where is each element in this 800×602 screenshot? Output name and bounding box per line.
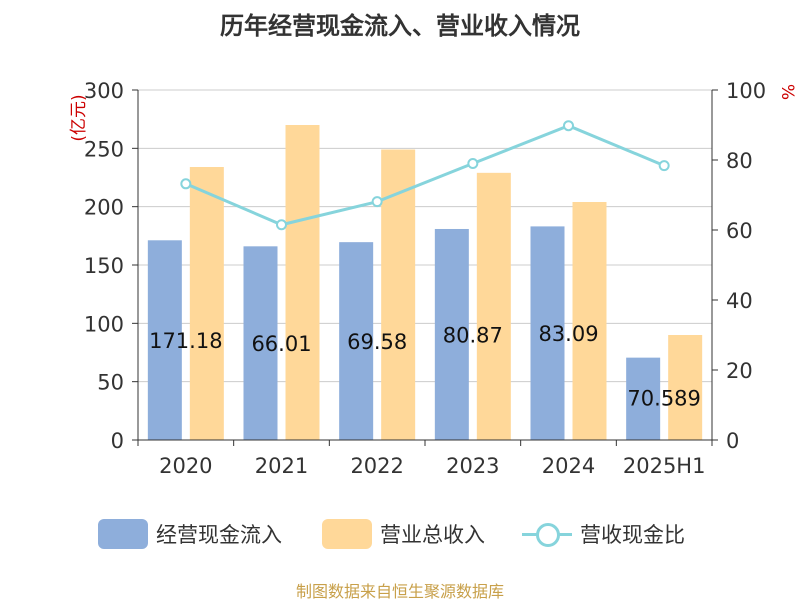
- data-label-cash-inflow: 70.589: [627, 387, 700, 411]
- legend-swatch-ratio: [522, 519, 572, 549]
- bars: [147, 125, 703, 441]
- ratio-point: [371, 196, 383, 208]
- x-tick-label: 2020: [159, 454, 212, 478]
- y-left-tick-label: 0: [111, 429, 124, 453]
- data-label-cash-inflow: 66.01: [251, 332, 311, 356]
- source-note: 制图数据来自恒生聚源数据库: [295, 582, 504, 601]
- ratio-point: [658, 160, 670, 172]
- bar-revenue: [189, 167, 224, 440]
- y-left-tick-label: 50: [97, 371, 124, 395]
- bar-cash-inflow: [626, 357, 661, 440]
- legend-swatch-cash-inflow: [98, 519, 148, 549]
- y-left-unit-label: (亿元): [69, 94, 89, 141]
- y-right-tick-label: 100: [726, 79, 766, 103]
- y-right-tick-label: 80: [726, 149, 753, 173]
- y-right-tick-label: 40: [726, 289, 753, 313]
- ratio-point: [467, 158, 479, 169]
- bar-cash-inflow: [339, 242, 374, 440]
- data-label-cash-inflow: 171.18: [149, 329, 222, 353]
- y-left-tick-label: 100: [84, 312, 124, 336]
- bar-revenue: [572, 202, 607, 440]
- x-tick-label: 2023: [446, 454, 499, 478]
- bar-revenue: [668, 335, 703, 440]
- bar-cash-inflow: [530, 226, 565, 440]
- y-left-tick-label: 300: [84, 79, 124, 103]
- x-tick-label: 2022: [350, 454, 403, 478]
- x-tick-label: 2021: [255, 454, 308, 478]
- grid-lines: [138, 89, 712, 441]
- ratio-point: [180, 178, 192, 190]
- legend: 经营现金流入 营业总收入 营收现金比: [0, 516, 800, 552]
- x-tick-label: 2024: [542, 454, 595, 478]
- y-left-tick-label: 250: [84, 137, 124, 161]
- ratio-point: [563, 120, 574, 132]
- legend-label-cash-inflow: 经营现金流入: [156, 523, 282, 547]
- data-label-cash-inflow: 80.87: [443, 323, 503, 347]
- y-right-unit-label: %: [777, 84, 797, 100]
- bar-revenue: [476, 172, 511, 441]
- y-left-tick-label: 200: [84, 196, 124, 220]
- legend-item-cash-inflow[interactable]: 经营现金流入: [98, 516, 282, 552]
- ratio-point: [276, 219, 287, 231]
- bar-cash-inflow: [147, 240, 182, 440]
- data-label-cash-inflow: 83.09: [538, 322, 598, 346]
- ratio-line-path: [185, 124, 665, 227]
- data-label-cash-inflow: 69.58: [347, 330, 407, 354]
- chart-title: 历年经营现金流入、营业收入情况: [220, 12, 580, 40]
- bar-revenue: [285, 125, 320, 440]
- legend-label-ratio: 营收现金比: [580, 523, 685, 547]
- legend-item-ratio[interactable]: 营收现金比: [522, 516, 685, 552]
- y-right-tick-label: 60: [726, 219, 753, 243]
- y-left-tick-label: 150: [84, 254, 124, 278]
- legend-swatch-revenue: [322, 519, 372, 549]
- ratio-line: [180, 120, 670, 231]
- legend-label-revenue: 营业总收入: [380, 523, 485, 547]
- chart-canvas: 0 50 100 150 200 250 300 0 20 40 60 80 100 2020 2021 20…: [69, 79, 797, 478]
- data-labels: 171.18 66.01 69.58 80.87 83.09 70.589: [149, 322, 701, 410]
- bar-cash-inflow: [243, 246, 278, 440]
- legend-item-revenue[interactable]: 营业总收入: [322, 516, 485, 552]
- x-tick-label: 2025H1: [623, 454, 706, 478]
- bar-cash-inflow: [434, 228, 469, 440]
- y-right-tick-label: 20: [726, 359, 753, 383]
- y-right-tick-label: 0: [726, 429, 739, 453]
- axes: 0 50 100 150 200 250 300 0 20 40 60 80 100 2020 2021 20…: [84, 79, 766, 478]
